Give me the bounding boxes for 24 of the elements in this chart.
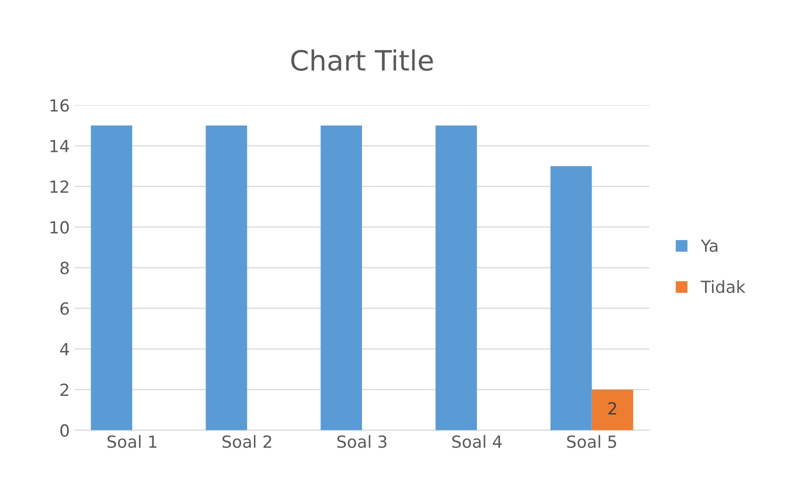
bar [90,125,132,430]
x-tick-label: Soal 1 [108,435,156,448]
x-tick-label: Soal 4 [452,435,502,448]
y-tick-label: 4 [60,343,69,356]
x-tick-label: Soal 5 [567,435,616,448]
bar [206,125,248,430]
y-tick-label: 14 [50,140,69,152]
legend-label: Ya [700,240,718,252]
bar [436,125,477,430]
bar [550,166,592,430]
x-tick-label: Soal 2 [222,435,272,448]
bar [320,125,362,430]
bar [592,390,634,430]
y-tick-label: 16 [50,99,69,112]
y-tick-label: 2 [60,384,68,396]
y-tick-label: 8 [60,262,69,274]
y-tick-label: 0 [60,424,69,437]
y-tick-label: 10 [50,221,69,234]
legend-label: Tidak [700,280,746,294]
y-tick-label: 12 [50,180,68,193]
x-tick-label: Soal 3 [337,435,386,448]
y-tick-label: 6 [60,302,69,315]
data-label: 2 [608,402,616,414]
chart-title: Chart Title [291,49,433,71]
